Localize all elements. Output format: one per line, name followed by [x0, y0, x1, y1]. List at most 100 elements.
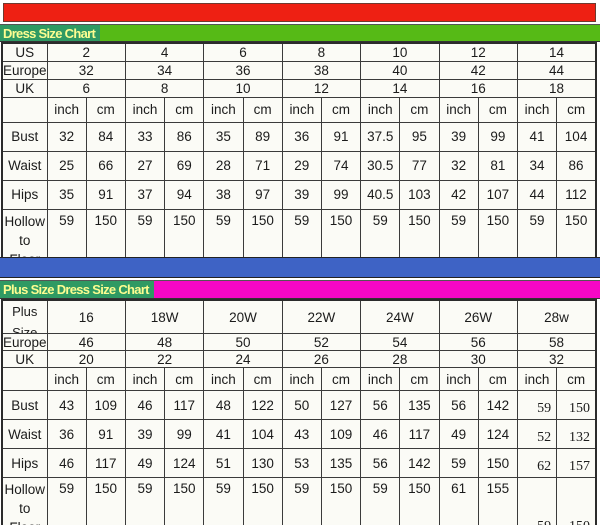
size-cell: 30 [438, 350, 518, 368]
value-cell: 150 [556, 390, 597, 420]
value-cell: 25 [46, 150, 87, 181]
top-red-bar [3, 3, 596, 22]
value-cell: 150 [556, 477, 597, 525]
value-cell: 135 [399, 390, 440, 420]
value-cell: 107 [477, 179, 518, 210]
unit-cell: cm [320, 367, 362, 391]
plus-size-table: Plus Size 16 18W 20W 22W 24W 26W 28w Eur… [1, 299, 597, 525]
unit-cell: inch [438, 367, 479, 391]
value-cell: 36 [281, 121, 322, 152]
value-cell: 50 [281, 390, 322, 420]
size-cell: 20 [46, 350, 126, 368]
value-cell: 91 [320, 121, 362, 152]
value-cell: 86 [164, 121, 205, 152]
value-cell: 46 [124, 390, 166, 420]
size-cell: 10 [360, 42, 440, 62]
plus-size-label: Plus Size [12, 304, 38, 333]
value-cell: 109 [320, 419, 362, 449]
unit-cell: cm [85, 96, 126, 123]
value-cell: 41 [516, 121, 558, 152]
value-cell: 117 [399, 419, 440, 449]
value-cell: 89 [242, 121, 283, 152]
value-cell: 71 [242, 150, 283, 181]
unit-cell: cm [242, 96, 283, 123]
value-cell: 150 [164, 477, 205, 525]
row-label: Plus Size [1, 299, 48, 334]
value-cell: 130 [242, 448, 283, 478]
unit-cell: inch [46, 96, 87, 123]
unit-cell: inch [203, 367, 244, 391]
uk-size-row: UK 20 22 24 26 28 30 32 [1, 350, 597, 368]
row-label [1, 96, 48, 123]
value-cell: 44 [516, 179, 558, 210]
size-cell: 12 [281, 78, 362, 98]
value-cell: 51 [203, 448, 244, 478]
value-cell: 49 [124, 448, 166, 478]
row-label: UK [1, 350, 48, 368]
row-label [1, 367, 48, 391]
row-label: Waist [1, 419, 48, 449]
chart2-title: Plus Size Dress Size Chart [3, 282, 150, 297]
size-cell: 38 [281, 60, 362, 80]
chart1-title-box: Dress Size Chart [0, 25, 101, 41]
value-cell: 62 [516, 448, 558, 478]
row-label: Bust [1, 121, 48, 152]
size-cell: 46 [46, 333, 126, 351]
value-cell: 112 [556, 179, 597, 210]
value-cell: 122 [242, 390, 283, 420]
unit-cell: inch [46, 367, 87, 391]
unit-cell: inch [516, 367, 558, 391]
size-cell: 36 [203, 60, 283, 80]
value-cell: 59 [46, 477, 87, 525]
value-cell: 66 [85, 150, 126, 181]
value-cell: 49 [438, 419, 479, 449]
value-cell: 34 [516, 150, 558, 181]
value-cell: 52 [516, 419, 558, 449]
value-cell: 69 [164, 150, 205, 181]
value-cell: 39 [124, 419, 166, 449]
value-cell: 81 [477, 150, 518, 181]
size-cell: 6 [46, 78, 126, 98]
size-cell: 6 [203, 42, 283, 62]
value-cell: 59 [360, 477, 401, 525]
value-cell: 43 [46, 390, 87, 420]
value-cell: 155 [477, 477, 518, 525]
value-cell: 36 [46, 419, 87, 449]
value-cell: 46 [46, 448, 87, 478]
value-cell: 109 [85, 390, 126, 420]
value-cell: 56 [438, 390, 479, 420]
value-cell: 150 [85, 477, 126, 525]
value-cell: 41 [203, 419, 244, 449]
size-cell: 20W [203, 299, 283, 334]
value-cell: 132 [556, 419, 597, 449]
bust-row: Bust 43 109 46 117 48 122 50 127 56 135 … [1, 390, 597, 420]
value-cell: 150 [320, 477, 362, 525]
dress-size-chart-header: Dress Size Chart [0, 24, 600, 42]
unit-cell: inch [281, 96, 322, 123]
value-cell: 37 [124, 179, 166, 210]
size-cell: 8 [124, 78, 205, 98]
plus-size-chart-header: Plus Size Dress Size Chart [0, 280, 600, 299]
value-cell: 61 [438, 477, 479, 525]
row-label: US [1, 42, 48, 62]
row-label: Hollow to Floor [1, 477, 48, 525]
value-cell: 150 [399, 477, 440, 525]
value-cell: 124 [164, 448, 205, 478]
value-cell: 117 [85, 448, 126, 478]
value-cell: 39 [438, 121, 479, 152]
value-cell: 32 [438, 150, 479, 181]
value-cell: 157 [556, 448, 597, 478]
value-cell: 27 [124, 150, 166, 181]
unit-cell: cm [320, 96, 362, 123]
hips-row: Hips 35 91 37 94 38 97 39 99 40.5 103 42… [1, 179, 597, 210]
unit-cell: inch [124, 367, 166, 391]
value-cell: 97 [242, 179, 283, 210]
value-cell: 95 [399, 121, 440, 152]
value-cell: 29 [281, 150, 322, 181]
blue-divider-bar [0, 257, 600, 278]
unit-cell: inch [360, 367, 401, 391]
size-cell: 32 [46, 60, 126, 80]
value-cell: 56 [360, 448, 401, 478]
value-cell: 103 [399, 179, 440, 210]
row-label: UK [1, 78, 48, 98]
